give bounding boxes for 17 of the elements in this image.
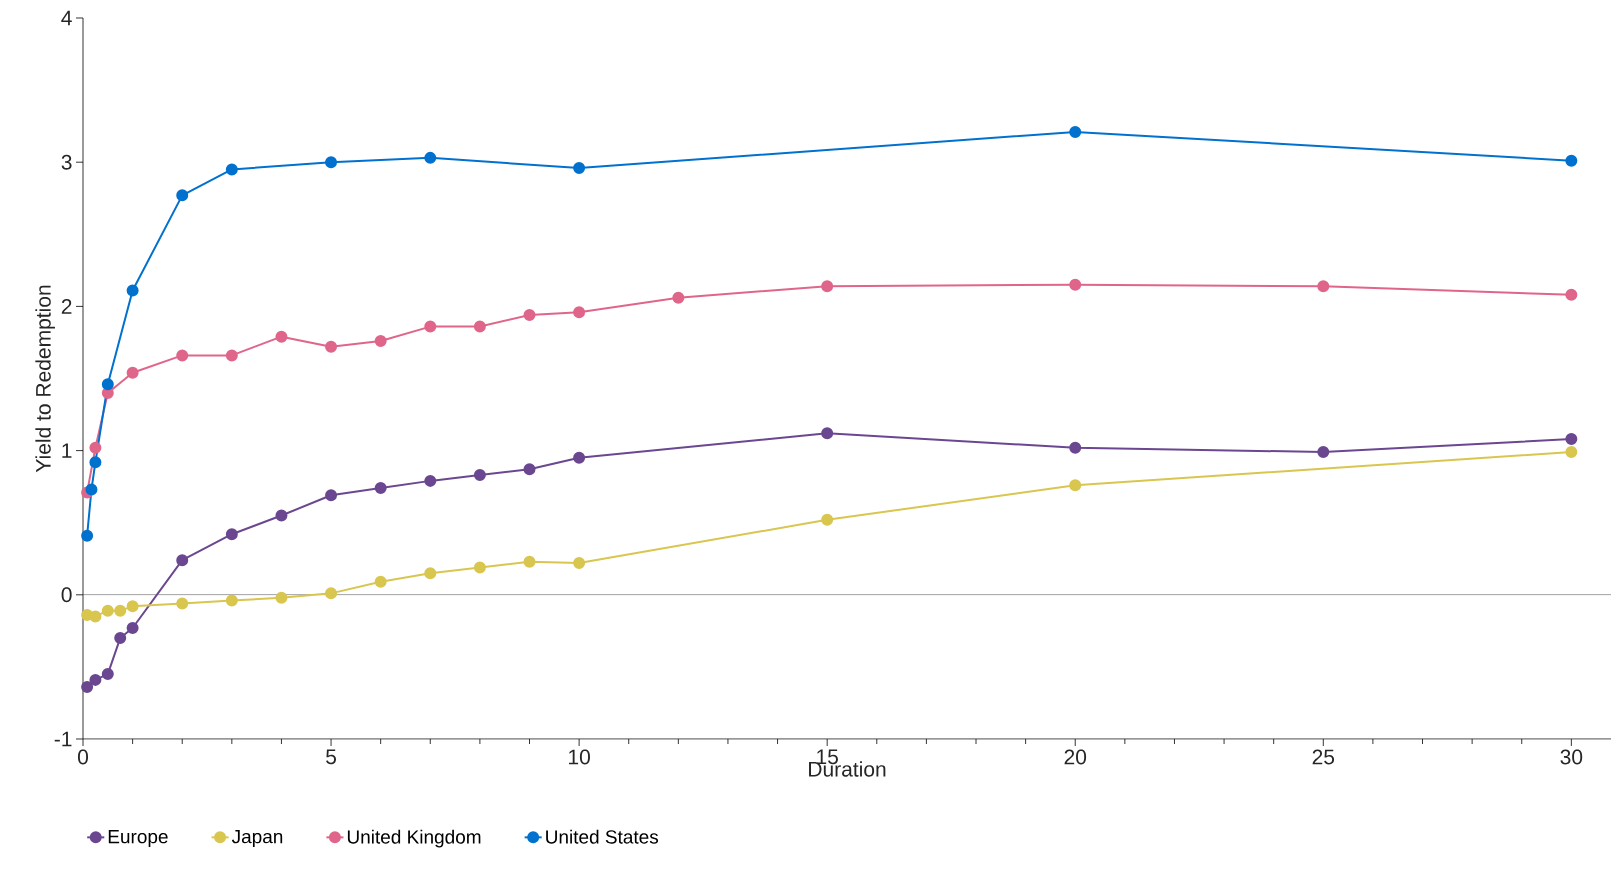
legend-label: United Kingdom: [347, 829, 481, 848]
y-tick-label: 0: [61, 587, 72, 603]
y-tick-label: 2: [61, 299, 72, 314]
x-tick-label: 25: [1312, 749, 1335, 765]
x-tick-label: 5: [326, 749, 337, 765]
legend-label: Europe: [108, 830, 168, 848]
y-tick-label: 4: [61, 10, 72, 26]
y-tick-label: 3: [61, 154, 72, 170]
x-tick-label: 20: [1064, 749, 1087, 765]
legend-label: United States: [546, 829, 659, 844]
legend-label: Japan: [231, 830, 283, 848]
x-tick-label: 30: [1560, 749, 1583, 765]
x-tick-label: 10: [569, 749, 590, 765]
y-axis-title: Yield to Redemption: [35, 285, 55, 473]
y-tick-label: 1: [62, 443, 72, 458]
x-tick-label: 0: [77, 749, 89, 765]
y-tick-label: -1: [54, 731, 72, 747]
